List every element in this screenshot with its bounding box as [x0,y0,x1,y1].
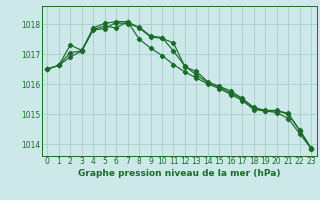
X-axis label: Graphe pression niveau de la mer (hPa): Graphe pression niveau de la mer (hPa) [78,169,280,178]
